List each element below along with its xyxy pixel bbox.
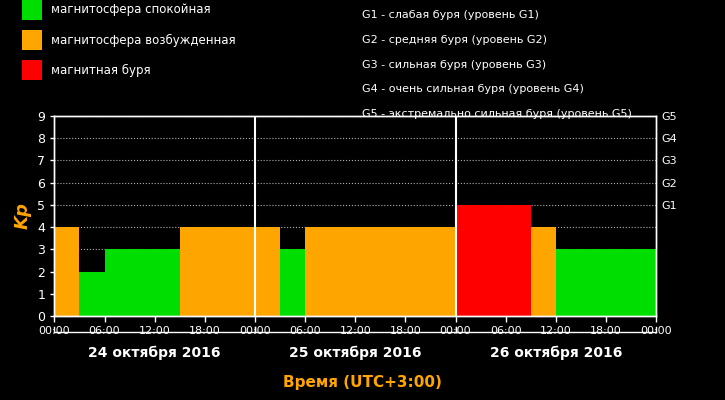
- Bar: [104, 249, 130, 316]
- Bar: [255, 227, 280, 316]
- Bar: [631, 249, 656, 316]
- Text: 26 октября 2016: 26 октября 2016: [489, 346, 622, 360]
- Text: G4 - очень сильная буря (уровень G4): G4 - очень сильная буря (уровень G4): [362, 84, 584, 94]
- Bar: [355, 227, 381, 316]
- Text: 25 октября 2016: 25 октября 2016: [289, 346, 421, 360]
- Bar: [505, 205, 531, 316]
- Bar: [330, 227, 355, 316]
- Y-axis label: Kp: Kp: [14, 202, 32, 230]
- Bar: [154, 249, 180, 316]
- Bar: [431, 227, 455, 316]
- Text: 24 октября 2016: 24 октября 2016: [88, 346, 221, 360]
- Text: магнитосфера спокойная: магнитосфера спокойная: [51, 4, 210, 16]
- Bar: [130, 249, 154, 316]
- Bar: [180, 227, 204, 316]
- Bar: [204, 227, 230, 316]
- Bar: [80, 272, 104, 316]
- Bar: [54, 227, 80, 316]
- Text: G5 - экстремально сильная буря (уровень G5): G5 - экстремально сильная буря (уровень …: [362, 109, 632, 119]
- Text: G3 - сильная буря (уровень G3): G3 - сильная буря (уровень G3): [362, 60, 547, 70]
- Bar: [381, 227, 405, 316]
- Text: G1 - слабая буря (уровень G1): G1 - слабая буря (уровень G1): [362, 10, 539, 20]
- Bar: [581, 249, 606, 316]
- Text: G2 - средняя буря (уровень G2): G2 - средняя буря (уровень G2): [362, 35, 547, 45]
- Bar: [556, 249, 581, 316]
- Bar: [606, 249, 631, 316]
- Bar: [230, 227, 255, 316]
- Text: магнитосфера возбужденная: магнитосфера возбужденная: [51, 34, 236, 46]
- Bar: [280, 249, 305, 316]
- Bar: [455, 205, 481, 316]
- Bar: [531, 227, 556, 316]
- Text: магнитная буря: магнитная буря: [51, 64, 150, 76]
- Bar: [305, 227, 330, 316]
- Text: Время (UTC+3:00): Время (UTC+3:00): [283, 375, 442, 390]
- Bar: [405, 227, 431, 316]
- Bar: [481, 205, 505, 316]
